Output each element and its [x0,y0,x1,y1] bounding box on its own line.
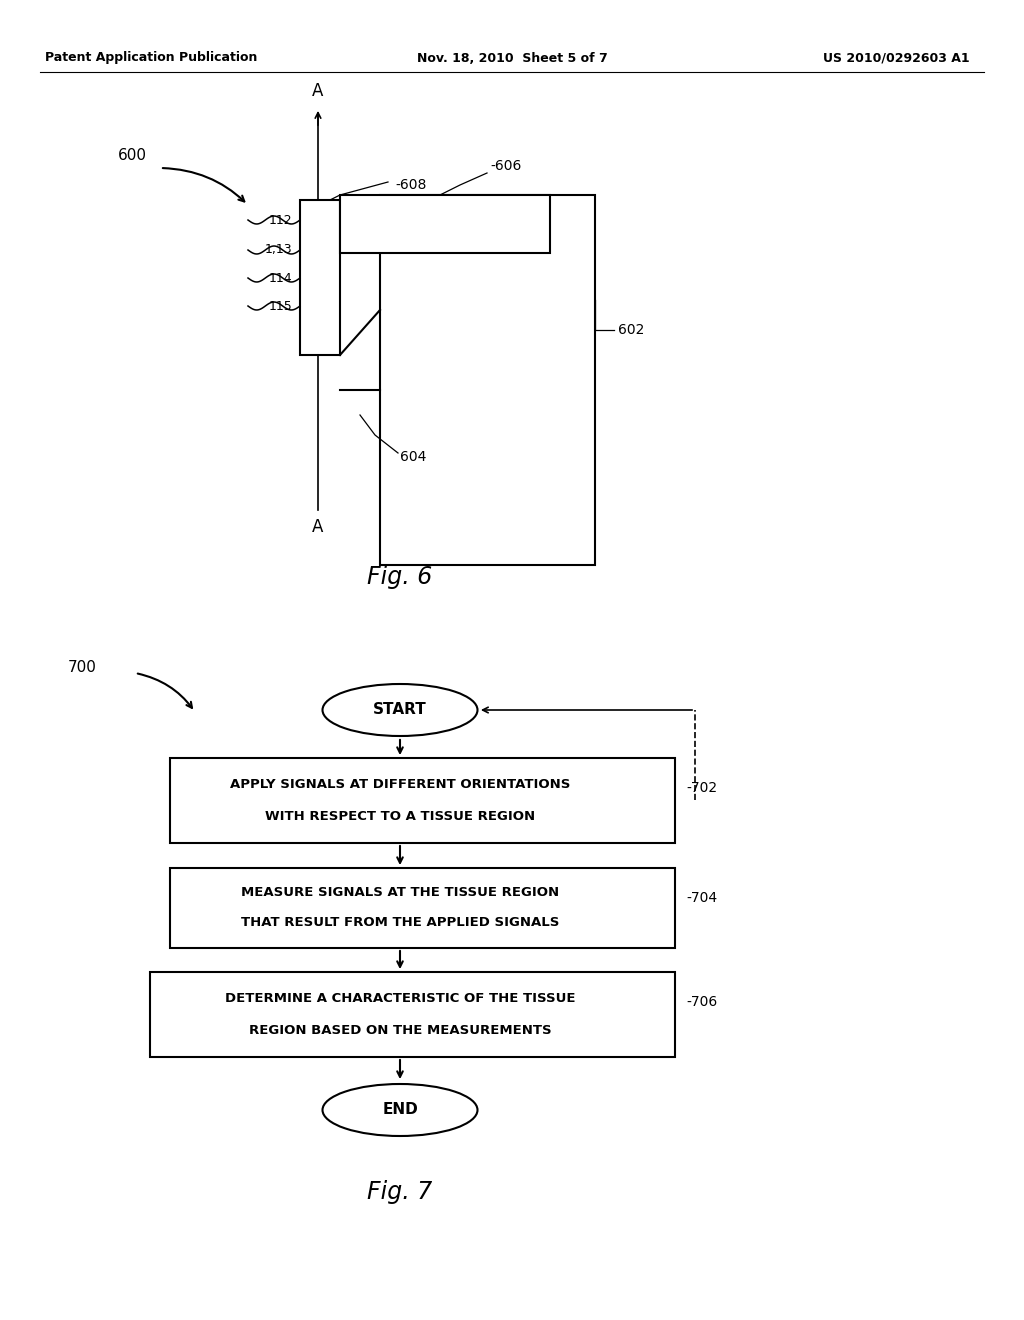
Text: START: START [373,702,427,718]
Text: Patent Application Publication: Patent Application Publication [45,51,257,65]
Text: 1,13: 1,13 [264,243,292,256]
Text: THAT RESULT FROM THE APPLIED SIGNALS: THAT RESULT FROM THE APPLIED SIGNALS [241,916,559,929]
Bar [150,972,675,1057]
Ellipse shape [323,1084,477,1137]
Bar [300,201,340,355]
Text: END: END [382,1102,418,1118]
Text: A: A [312,82,324,100]
Text: Fig. 7: Fig. 7 [368,1180,432,1204]
Text: 112: 112 [268,214,292,227]
Text: Fig. 6: Fig. 6 [368,565,432,589]
Bar [170,758,675,843]
Bar [380,195,595,565]
Text: APPLY SIGNALS AT DIFFERENT ORIENTATIONS: APPLY SIGNALS AT DIFFERENT ORIENTATIONS [229,779,570,792]
Text: US 2010/0292603 A1: US 2010/0292603 A1 [823,51,970,65]
Text: 602: 602 [618,323,644,337]
Text: MEASURE SIGNALS AT THE TISSUE REGION: MEASURE SIGNALS AT THE TISSUE REGION [241,887,559,899]
Text: DETERMINE A CHARACTERISTIC OF THE TISSUE: DETERMINE A CHARACTERISTIC OF THE TISSUE [224,993,575,1006]
Text: 600: 600 [118,148,147,162]
Bar [170,869,675,948]
Text: REGION BASED ON THE MEASUREMENTS: REGION BASED ON THE MEASUREMENTS [249,1023,551,1036]
Text: -608: -608 [395,178,426,191]
Text: -706: -706 [686,995,717,1008]
Text: Nov. 18, 2010  Sheet 5 of 7: Nov. 18, 2010 Sheet 5 of 7 [417,51,607,65]
Text: 700: 700 [68,660,97,675]
Bar [340,195,550,253]
Text: A: A [312,517,324,536]
Text: -702: -702 [686,781,717,795]
Ellipse shape [323,684,477,737]
Text: -704: -704 [686,891,717,906]
Text: -606: -606 [490,158,521,173]
Text: 115: 115 [268,300,292,313]
Text: 604: 604 [400,450,426,465]
Text: 114: 114 [268,272,292,285]
Text: WITH RESPECT TO A TISSUE REGION: WITH RESPECT TO A TISSUE REGION [265,809,536,822]
